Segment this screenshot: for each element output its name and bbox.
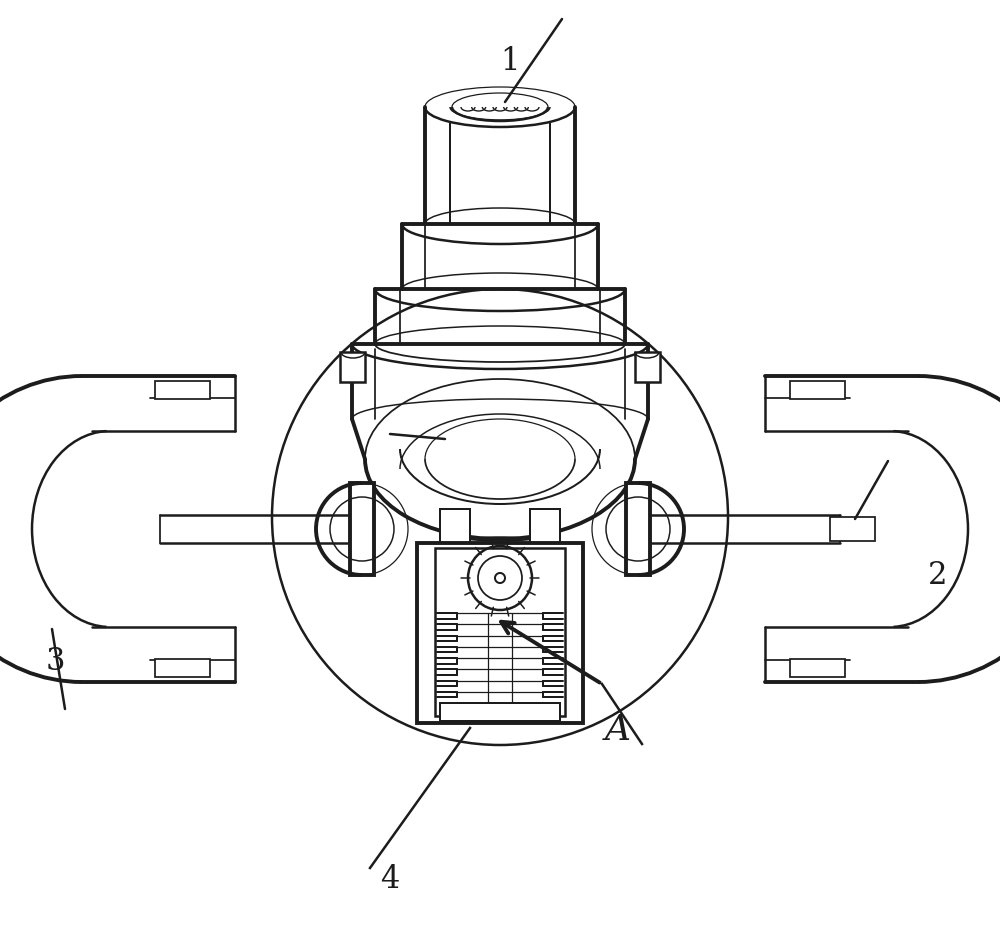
Bar	[635, 352, 660, 383]
Bar	[435, 548, 565, 716]
Bar	[626, 484, 650, 575]
Text: 1: 1	[500, 47, 520, 77]
Bar	[790, 382, 845, 400]
Bar	[830, 518, 875, 542]
Bar	[417, 544, 583, 724]
Text: 3: 3	[45, 645, 65, 677]
Bar	[440, 509, 470, 549]
Text: 2: 2	[928, 560, 948, 591]
Bar	[790, 660, 845, 677]
Bar	[155, 382, 210, 400]
Text: 4: 4	[380, 863, 400, 895]
Bar	[340, 352, 365, 383]
Bar	[530, 509, 560, 549]
Bar	[350, 484, 374, 575]
Text: A: A	[605, 712, 631, 746]
Bar	[440, 704, 560, 722]
Bar	[155, 660, 210, 677]
